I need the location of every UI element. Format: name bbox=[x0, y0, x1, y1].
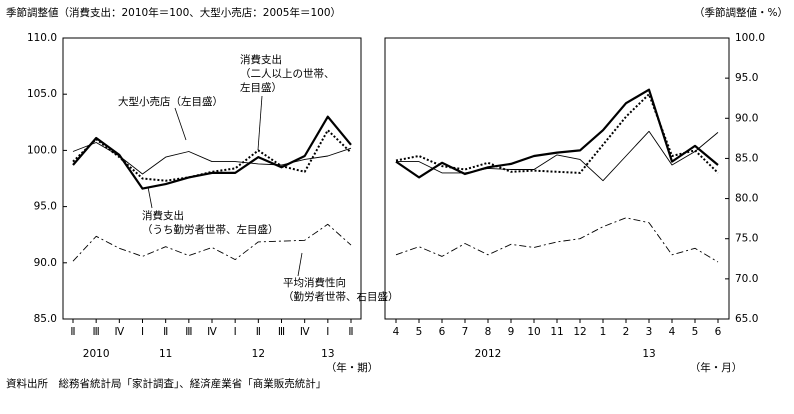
x-tick-label: 4 bbox=[669, 326, 676, 338]
source-note: 資料出所 総務省統計局「家計調査」、経済産業省「商業販売統計」 bbox=[6, 377, 326, 390]
year-label: 13 bbox=[321, 348, 334, 360]
x-tick-label: Ⅰ bbox=[234, 326, 237, 338]
y2-tick-label: 65.0 bbox=[735, 313, 758, 325]
x-tick-label: Ⅳ bbox=[300, 326, 310, 338]
series-line bbox=[72, 223, 352, 262]
series-label: （うち勤労者世帯、左目盛） bbox=[142, 223, 279, 236]
y2-axis-label: （季節調整値・%） bbox=[694, 6, 788, 19]
x-tick-label: 10 bbox=[527, 326, 540, 338]
x-tick-label: Ⅰ bbox=[326, 326, 329, 338]
y-tick-label: 95.0 bbox=[34, 201, 57, 213]
x-tick-label: 6 bbox=[439, 326, 446, 338]
x-tick-label: 6 bbox=[715, 326, 722, 338]
y2-tick-label: 70.0 bbox=[735, 273, 758, 285]
y2-tick-label: 80.0 bbox=[735, 193, 758, 205]
x-tick-label: 2 bbox=[623, 326, 630, 338]
y2-tick-label: 100.0 bbox=[735, 32, 765, 44]
year-label: 2012 bbox=[475, 348, 502, 360]
plot-frame bbox=[384, 37, 730, 320]
series-label: 消費支出 bbox=[142, 209, 184, 222]
series-line bbox=[396, 130, 719, 182]
x-tick-label: 7 bbox=[462, 326, 469, 338]
series-label: 消費支出 bbox=[240, 53, 282, 66]
label-leader bbox=[147, 186, 153, 209]
x-tick-label: Ⅲ bbox=[278, 326, 285, 338]
x-unit-label: （年・月） bbox=[690, 361, 743, 374]
x-tick-label: 9 bbox=[508, 326, 515, 338]
series-label: （勤労者世帯、右目盛） bbox=[283, 290, 399, 303]
label-leader bbox=[297, 252, 303, 277]
x-tick-label: 8 bbox=[485, 326, 492, 338]
y2-tick-label: 85.0 bbox=[735, 152, 758, 164]
series-label: 平均消費性向 bbox=[283, 276, 346, 289]
y-tick-label: 90.0 bbox=[34, 257, 57, 269]
y-tick-label: 100.0 bbox=[27, 144, 57, 156]
y2-tick-label: 95.0 bbox=[735, 72, 758, 84]
year-label: 2010 bbox=[83, 348, 110, 360]
x-tick-label: 11 bbox=[550, 326, 563, 338]
series-label: （二人以上の世帯、 bbox=[240, 67, 335, 80]
x-tick-label: Ⅱ bbox=[70, 326, 75, 338]
chart-title: 季節調整値（消費支出：2010年＝100、大型小売店：2005年＝100） bbox=[6, 6, 341, 19]
series-label: 大型小売店（左目盛） bbox=[118, 95, 223, 108]
y-tick-label: 110.0 bbox=[27, 32, 57, 44]
x-unit-label: （年・期） bbox=[326, 361, 379, 374]
x-tick-label: Ⅱ bbox=[256, 326, 261, 338]
x-tick-label: Ⅳ bbox=[207, 326, 217, 338]
x-tick-label: 12 bbox=[573, 326, 586, 338]
x-tick-label: Ⅲ bbox=[185, 326, 192, 338]
x-tick-label: 3 bbox=[646, 326, 653, 338]
year-label: 11 bbox=[159, 348, 172, 360]
year-label: 12 bbox=[252, 348, 265, 360]
x-tick-label: Ⅲ bbox=[93, 326, 100, 338]
series-label: 左目盛） bbox=[240, 81, 282, 94]
series-line bbox=[72, 129, 352, 182]
y-tick-label: 105.0 bbox=[27, 88, 57, 100]
y2-tick-label: 90.0 bbox=[735, 112, 758, 124]
series-line bbox=[72, 115, 352, 190]
series-line bbox=[395, 217, 719, 263]
y-tick-label: 85.0 bbox=[34, 313, 57, 325]
label-leader bbox=[174, 107, 187, 141]
x-tick-label: 1 bbox=[600, 326, 607, 338]
x-tick-label: 4 bbox=[393, 326, 400, 338]
x-tick-label: Ⅱ bbox=[348, 326, 353, 338]
x-tick-label: 5 bbox=[692, 326, 699, 338]
x-tick-label: Ⅰ bbox=[141, 326, 144, 338]
label-leader bbox=[257, 95, 263, 151]
x-tick-label: Ⅳ bbox=[114, 326, 124, 338]
series-line bbox=[395, 88, 719, 179]
x-tick-label: Ⅱ bbox=[163, 326, 168, 338]
year-label: 13 bbox=[642, 348, 655, 360]
y2-tick-label: 75.0 bbox=[735, 233, 758, 245]
x-tick-label: 5 bbox=[416, 326, 423, 338]
